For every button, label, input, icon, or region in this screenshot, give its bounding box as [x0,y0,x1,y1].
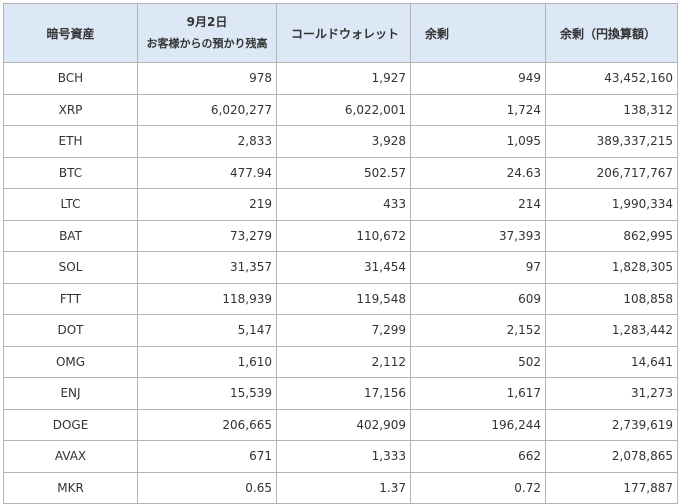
header-deposits-label: お客様からの預かり残高 [146,37,268,50]
cell-deposits: 31,357 [137,251,277,284]
cell-asset: FTT [3,282,138,315]
cell-surplus-jpy: 108,858 [545,282,678,315]
cell-surplus: 24.63 [410,156,546,189]
cell-surplus: 1,095 [410,125,546,158]
header-asset: 暗号資産 [3,3,138,63]
table-header: 暗号資産 9月2日 お客様からの預かり残高 コールドウォレット 余剰 余剰（円換… [3,3,678,63]
cell-surplus: 609 [410,282,546,315]
cell-surplus-jpy: 862,995 [545,219,678,252]
header-surplus: 余剰 [410,3,546,63]
cell-surplus-jpy: 389,337,215 [545,125,678,158]
cell-surplus: 949 [410,62,546,95]
table-row: BAT 73,279 110,672 37,393 862,995 [3,219,678,252]
cell-surplus: 196,244 [410,408,546,441]
cell-cold-wallet: 6,022,001 [276,93,411,126]
cell-deposits: 206,665 [137,408,277,441]
cell-surplus-jpy: 43,452,160 [545,62,678,95]
cell-asset: ETH [3,125,138,158]
cell-deposits: 15,539 [137,377,277,410]
cell-surplus-jpy: 206,717,767 [545,156,678,189]
table-row: BTC 477.94 502.57 24.63 206,717,767 [3,156,678,189]
cell-surplus-jpy: 177,887 [545,471,678,504]
cell-surplus: 0.72 [410,471,546,504]
table-row: DOT 5,147 7,299 2,152 1,283,442 [3,314,678,347]
cell-deposits: 6,020,277 [137,93,277,126]
header-row: 暗号資産 9月2日 お客様からの預かり残高 コールドウォレット 余剰 余剰（円換… [3,3,678,63]
table-row: OMG 1,610 2,112 502 14,641 [3,345,678,378]
table-row: BCH 978 1,927 949 43,452,160 [3,62,678,95]
cell-deposits: 671 [137,440,277,473]
cell-cold-wallet: 1.37 [276,471,411,504]
cell-asset: XRP [3,93,138,126]
cell-asset: SOL [3,251,138,284]
cell-deposits: 118,939 [137,282,277,315]
crypto-balance-table: 暗号資産 9月2日 お客様からの預かり残高 コールドウォレット 余剰 余剰（円換… [3,3,678,504]
cell-surplus-jpy: 2,739,619 [545,408,678,441]
cell-asset: AVAX [3,440,138,473]
cell-cold-wallet: 119,548 [276,282,411,315]
cell-deposits: 5,147 [137,314,277,347]
table-row: LTC 219 433 214 1,990,334 [3,188,678,221]
cell-asset: DOT [3,314,138,347]
header-date: 9月2日 [186,15,228,29]
cell-cold-wallet: 3,928 [276,125,411,158]
cell-surplus-jpy: 14,641 [545,345,678,378]
cell-asset: DOGE [3,408,138,441]
table-row: AVAX 671 1,333 662 2,078,865 [3,440,678,473]
cell-cold-wallet: 402,909 [276,408,411,441]
cell-deposits: 219 [137,188,277,221]
table-body: BCH 978 1,927 949 43,452,160 XRP 6,020,2… [3,62,678,504]
cell-cold-wallet: 2,112 [276,345,411,378]
cell-deposits: 1,610 [137,345,277,378]
cell-deposits: 477.94 [137,156,277,189]
cell-asset: OMG [3,345,138,378]
table-row: XRP 6,020,277 6,022,001 1,724 138,312 [3,93,678,126]
cell-surplus: 502 [410,345,546,378]
cell-deposits: 73,279 [137,219,277,252]
cell-cold-wallet: 433 [276,188,411,221]
cell-asset: BCH [3,62,138,95]
cell-surplus-jpy: 1,283,442 [545,314,678,347]
cell-surplus: 214 [410,188,546,221]
cell-asset: BAT [3,219,138,252]
header-customer-deposits: 9月2日 お客様からの預かり残高 [137,3,277,63]
cell-asset: MKR [3,471,138,504]
header-surplus-jpy: 余剰（円換算額） [545,3,678,63]
cell-cold-wallet: 7,299 [276,314,411,347]
cell-asset: BTC [3,156,138,189]
cell-cold-wallet: 502.57 [276,156,411,189]
table-row: MKR 0.65 1.37 0.72 177,887 [3,471,678,504]
cell-surplus: 662 [410,440,546,473]
cell-deposits: 2,833 [137,125,277,158]
cell-surplus: 1,617 [410,377,546,410]
cell-deposits: 0.65 [137,471,277,504]
cell-surplus-jpy: 2,078,865 [545,440,678,473]
table-row: FTT 118,939 119,548 609 108,858 [3,282,678,315]
cell-cold-wallet: 17,156 [276,377,411,410]
cell-deposits: 978 [137,62,277,95]
cell-surplus-jpy: 1,828,305 [545,251,678,284]
cell-cold-wallet: 1,333 [276,440,411,473]
cell-cold-wallet: 110,672 [276,219,411,252]
cell-asset: LTC [3,188,138,221]
cell-surplus-jpy: 31,273 [545,377,678,410]
cell-surplus: 97 [410,251,546,284]
table-row: ETH 2,833 3,928 1,095 389,337,215 [3,125,678,158]
table-row: ENJ 15,539 17,156 1,617 31,273 [3,377,678,410]
cell-cold-wallet: 31,454 [276,251,411,284]
cell-cold-wallet: 1,927 [276,62,411,95]
header-cold-wallet: コールドウォレット [276,3,411,63]
cell-surplus-jpy: 138,312 [545,93,678,126]
table-row: DOGE 206,665 402,909 196,244 2,739,619 [3,408,678,441]
cell-surplus: 2,152 [410,314,546,347]
cell-asset: ENJ [3,377,138,410]
cell-surplus-jpy: 1,990,334 [545,188,678,221]
cell-surplus: 1,724 [410,93,546,126]
table-row: SOL 31,357 31,454 97 1,828,305 [3,251,678,284]
cell-surplus: 37,393 [410,219,546,252]
